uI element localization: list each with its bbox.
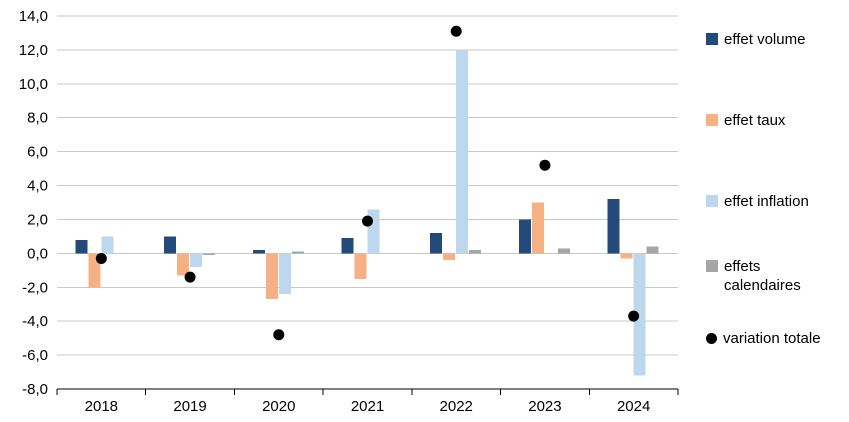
legend-swatch-effet-taux bbox=[706, 114, 718, 126]
bar-effet-volume-2021 bbox=[341, 238, 354, 254]
bar-effet-taux-2023 bbox=[531, 202, 544, 254]
bar-effet-volume-2022 bbox=[430, 233, 443, 254]
legend-swatch-effet-inflation bbox=[706, 195, 718, 207]
bar-effet-volume-2020 bbox=[252, 249, 265, 254]
bar-effets-calendaires-2024 bbox=[646, 246, 659, 254]
dot-variation-totale-2022 bbox=[450, 25, 462, 37]
bar-effet-taux-2019 bbox=[177, 253, 190, 276]
bar-effet-volume-2023 bbox=[518, 219, 531, 254]
legend-label-effet-volume: effet volume bbox=[724, 31, 806, 48]
y-axis-label: -2,0 bbox=[22, 279, 48, 296]
legend-item-effet-taux: effet taux bbox=[706, 111, 846, 130]
bar-effet-inflation-2022 bbox=[456, 49, 469, 254]
dot-variation-totale-2023 bbox=[539, 159, 551, 171]
legend-item-effet-inflation: effet inflation bbox=[706, 192, 846, 211]
legend-swatch-effet-volume bbox=[706, 33, 718, 45]
bar-effet-taux-2024 bbox=[620, 253, 633, 259]
legend-marker-variation-totale-icon bbox=[706, 333, 717, 344]
y-axis-label: 2,0 bbox=[27, 211, 48, 228]
bar-effet-inflation-2020 bbox=[278, 253, 291, 295]
legend-swatch-effets-calendaires bbox=[706, 260, 718, 272]
legend-label-effet-inflation: effet inflation bbox=[724, 193, 809, 210]
legend: effet volume effet taux effet inflation … bbox=[706, 30, 846, 348]
bar-effets-calendaires-2019 bbox=[203, 253, 216, 256]
dot-variation-totale-2024 bbox=[628, 310, 640, 322]
bar-effets-calendaires-2020 bbox=[291, 251, 304, 254]
legend-label-variation-totale: variation totale bbox=[723, 330, 821, 347]
bar-effet-volume-2018 bbox=[75, 239, 88, 254]
dot-variation-totale-2020 bbox=[273, 329, 285, 341]
legend-item-variation-totale: variation totale bbox=[706, 329, 846, 348]
bar-effet-taux-2022 bbox=[443, 253, 456, 261]
x-axis-label-2022: 2022 bbox=[440, 398, 473, 415]
legend-label-effets-calendaires: effets calendaires bbox=[724, 258, 801, 294]
legend-label-effet-taux: effet taux bbox=[724, 112, 786, 129]
chart-plot-area: -8,0 -6,0 -4,0 -2,0 0,0 2,0 4,0 6,0 8,0 10,0 12,0 1… bbox=[19, 8, 679, 415]
y-axis-label: 14,0 bbox=[19, 8, 48, 25]
bar-effet-volume-2019 bbox=[164, 236, 177, 254]
legend-item-effet-volume: effet volume bbox=[706, 30, 846, 49]
x-axis-label-2018: 2018 bbox=[85, 398, 118, 415]
x-axis-label-2024: 2024 bbox=[617, 398, 650, 415]
y-axis-label: 10,0 bbox=[19, 76, 48, 93]
bar-effet-volume-2024 bbox=[607, 199, 620, 254]
bar-effet-taux-2020 bbox=[265, 253, 278, 300]
dot-variation-totale-2019 bbox=[184, 271, 196, 283]
bar-effets-calendaires-2022 bbox=[469, 249, 482, 254]
x-axis-label-2019: 2019 bbox=[173, 398, 206, 415]
dot-variation-totale-2018 bbox=[95, 252, 107, 264]
dot-variation-totale-2021 bbox=[362, 215, 373, 227]
y-axis-label: 4,0 bbox=[27, 178, 48, 195]
x-axis-label-2023: 2023 bbox=[528, 398, 561, 415]
y-axis-label: -6,0 bbox=[22, 347, 48, 364]
bar-effet-inflation-2021 bbox=[367, 209, 380, 254]
y-axis-label: -8,0 bbox=[22, 381, 48, 398]
bar-effet-inflation-2024 bbox=[633, 253, 646, 376]
bar-effet-inflation-2018 bbox=[101, 236, 114, 254]
y-axis-label: 6,0 bbox=[27, 144, 48, 161]
x-axis-label-2021: 2021 bbox=[351, 398, 384, 415]
bar-effet-inflation-2019 bbox=[190, 253, 203, 267]
bar-effets-calendaires-2023 bbox=[557, 248, 570, 254]
legend-item-effets-calendaires: effets calendaires bbox=[706, 257, 846, 295]
y-axis-label: 0,0 bbox=[27, 245, 48, 262]
y-axis-label: -4,0 bbox=[22, 313, 48, 330]
y-axis-label: 12,0 bbox=[19, 42, 48, 59]
x-axis-label-2020: 2020 bbox=[262, 398, 295, 415]
y-axis-label: 8,0 bbox=[27, 110, 48, 127]
bar-effet-taux-2021 bbox=[354, 253, 367, 279]
